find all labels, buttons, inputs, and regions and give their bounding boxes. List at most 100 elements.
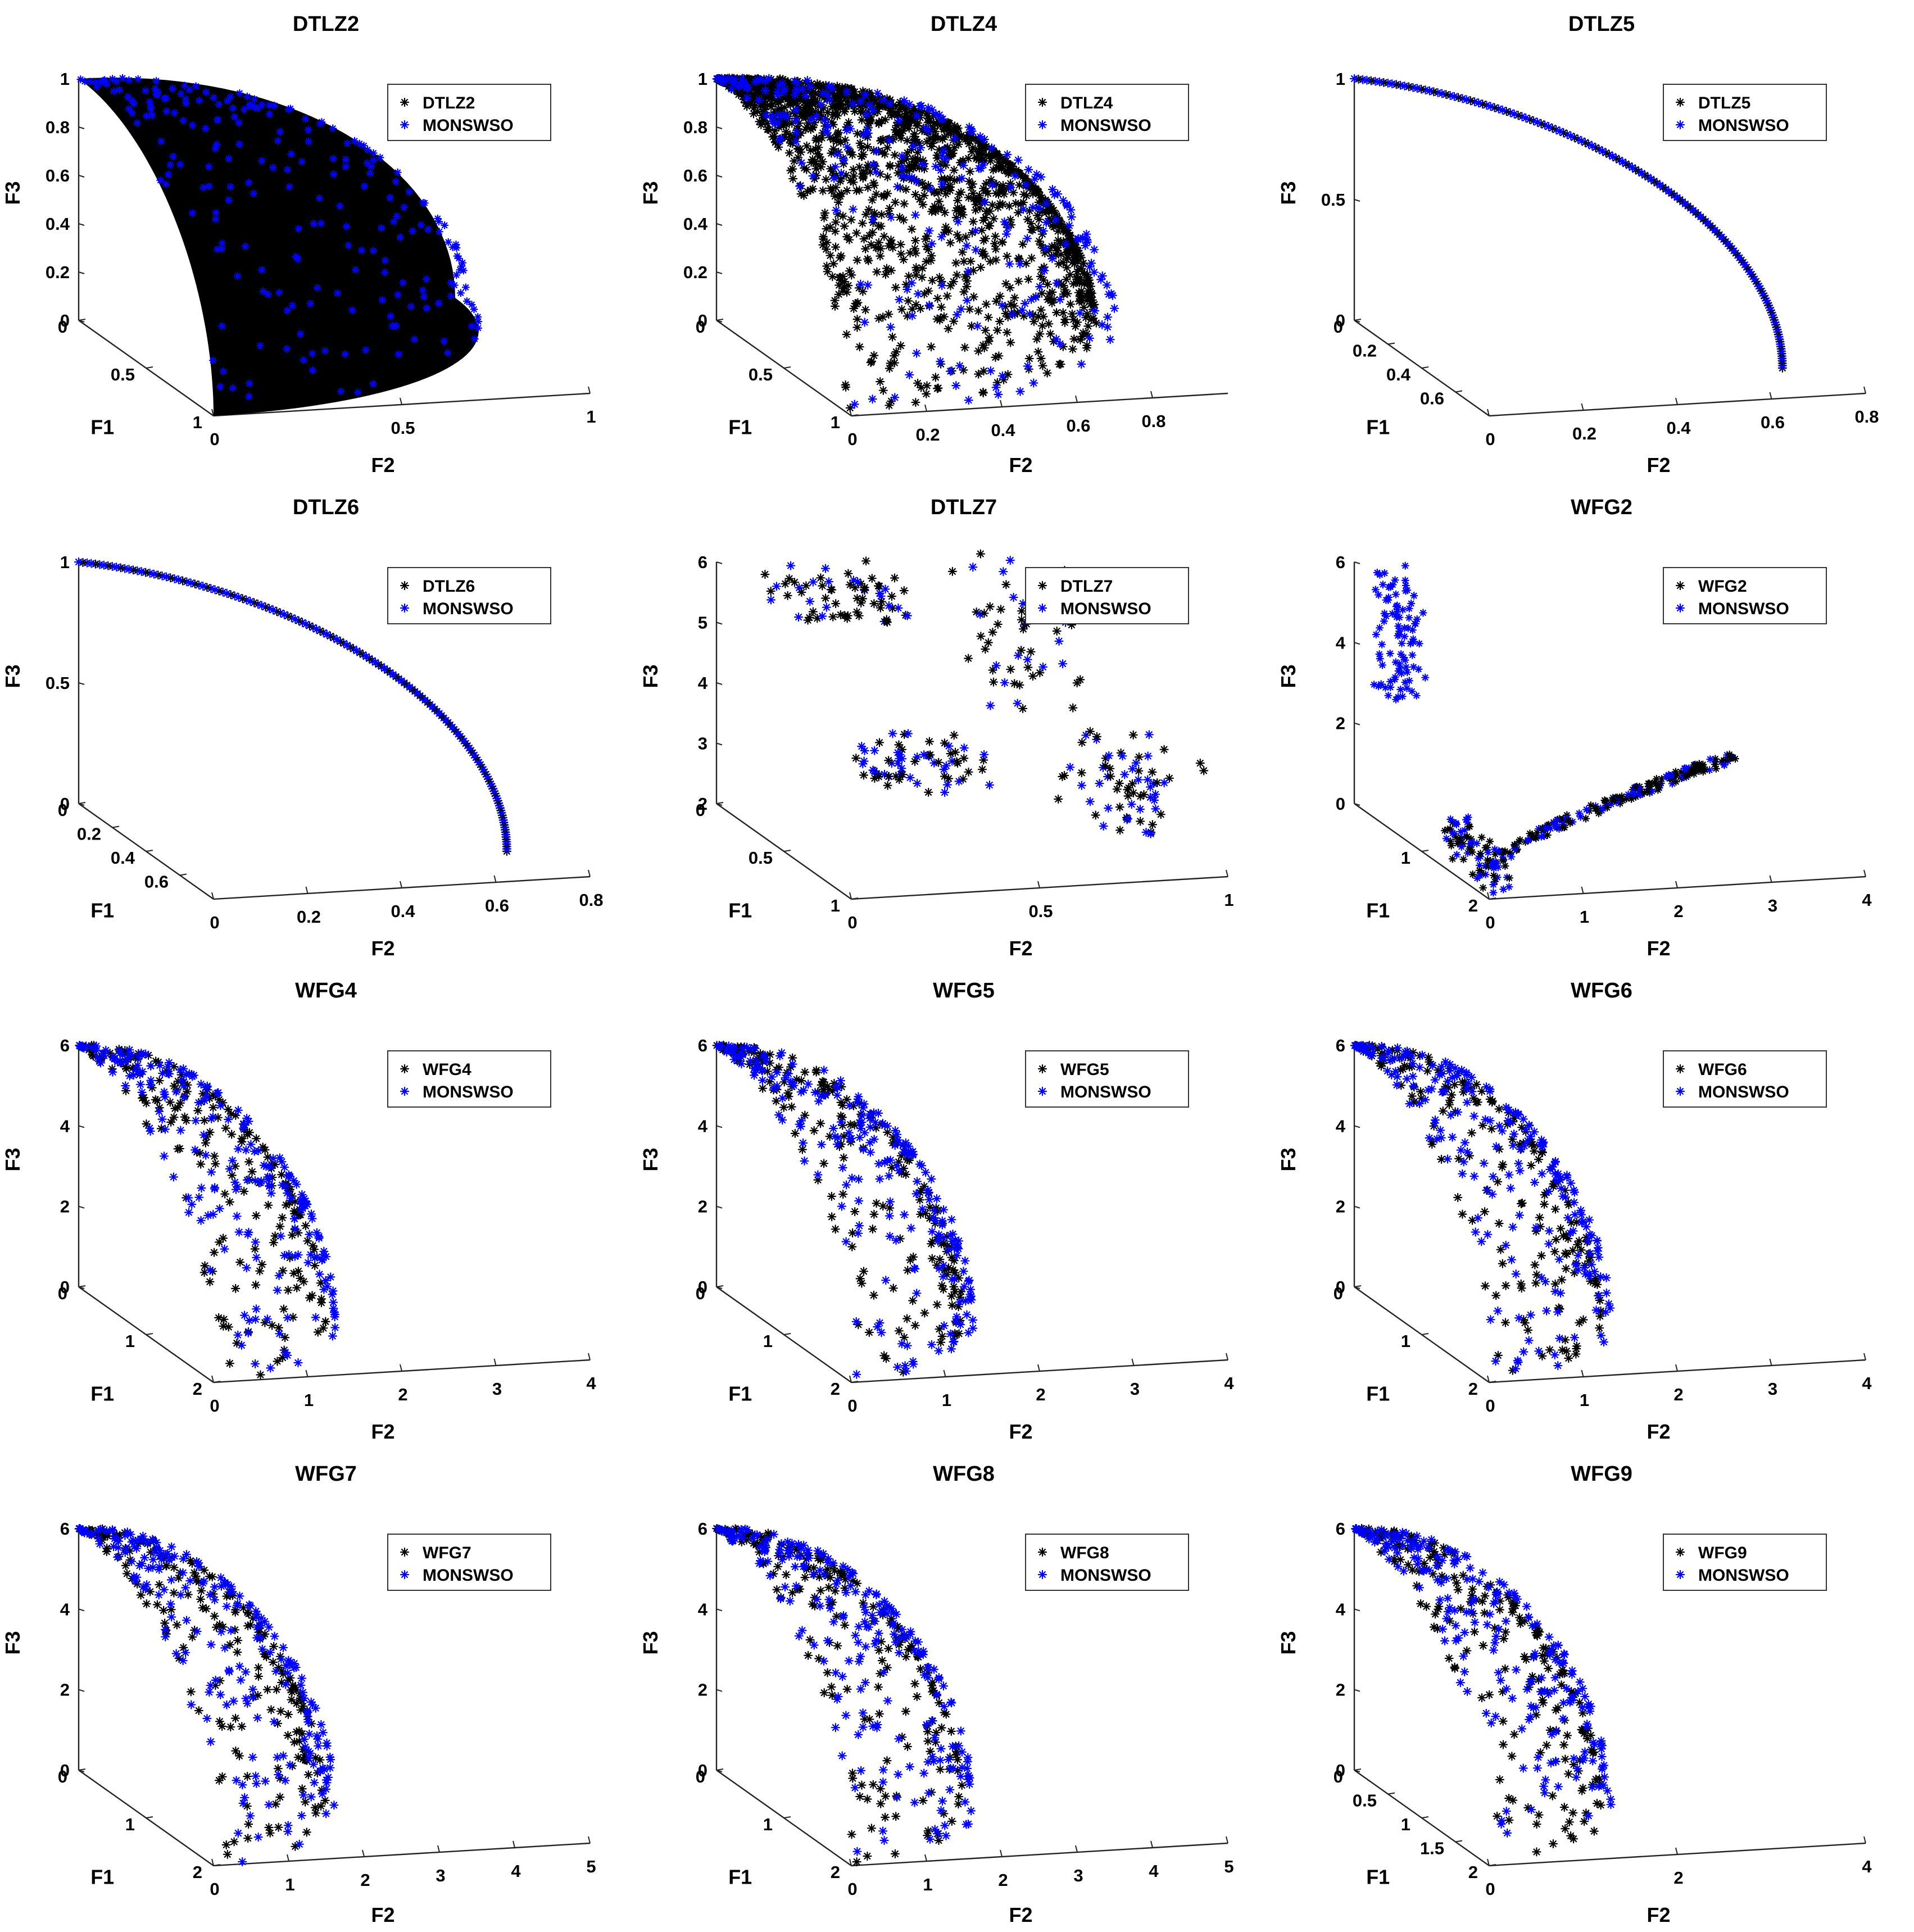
scatter-point xyxy=(1047,287,1057,297)
scatter-point xyxy=(230,112,239,121)
scatter-point xyxy=(871,167,881,177)
scatter-point xyxy=(873,88,882,98)
scatter-point xyxy=(956,304,966,314)
f2-tick-label: 4 xyxy=(586,1373,596,1393)
scatter-point xyxy=(886,1197,895,1207)
scatter-point xyxy=(842,1180,851,1190)
scatter-point xyxy=(235,140,243,148)
scatter-point xyxy=(321,1809,331,1818)
scatter-point xyxy=(897,305,906,314)
scatter-point xyxy=(210,1611,219,1621)
scatter-point xyxy=(1430,1118,1439,1128)
scatter-point xyxy=(208,1112,218,1122)
scatter-point xyxy=(400,1064,410,1074)
scatter-point xyxy=(899,255,908,264)
scatter-point xyxy=(861,305,870,315)
scatter-point xyxy=(927,139,937,148)
scatter-point xyxy=(270,101,279,110)
scatter-point xyxy=(813,1170,823,1180)
scatter-point xyxy=(799,1138,808,1148)
scatter-point xyxy=(237,1722,247,1731)
f1-tick-label: 0 xyxy=(58,1767,67,1786)
scatter-point xyxy=(988,627,997,637)
scatter-point xyxy=(1503,1116,1513,1126)
scatter-point xyxy=(273,1285,282,1295)
scatter-point xyxy=(293,1358,303,1368)
scatter-point xyxy=(834,280,844,290)
f2-tick xyxy=(1075,395,1078,403)
scatter-point xyxy=(961,232,970,242)
scatter-point xyxy=(1041,217,1051,227)
scatter-point xyxy=(974,369,983,379)
scatter-point xyxy=(400,1086,410,1096)
scatter-point xyxy=(125,76,133,84)
scatter-point xyxy=(138,1067,147,1077)
scatter-point xyxy=(922,389,931,399)
scatter-point xyxy=(187,1200,197,1209)
scatter-point xyxy=(1456,1145,1466,1155)
scatter-point xyxy=(805,613,814,622)
f3-axis-label: F3 xyxy=(1277,664,1300,688)
f2-tick-label: 0.5 xyxy=(391,418,415,438)
scatter-point xyxy=(947,1291,956,1301)
scatter-point xyxy=(409,227,417,235)
f1-tick-label: 1 xyxy=(831,896,840,915)
scatter-point xyxy=(907,173,917,182)
scatter-point xyxy=(1033,312,1043,321)
scatter-point xyxy=(908,1147,918,1157)
scatter-point xyxy=(462,297,471,306)
scatter-point xyxy=(240,105,248,114)
scatter-point xyxy=(141,87,149,95)
f2-tick-label: 0.5 xyxy=(1028,901,1053,921)
scatter-point xyxy=(1090,306,1100,316)
scatter-point xyxy=(962,241,972,251)
scatter-point xyxy=(1002,328,1012,337)
scatter-point xyxy=(1675,1086,1685,1096)
scatter-point xyxy=(955,1319,965,1330)
scatter-point xyxy=(219,1321,228,1331)
f1-tick-label: 2 xyxy=(193,1862,202,1882)
f1-tick xyxy=(146,366,153,369)
f3-tick-label: 0.5 xyxy=(1321,190,1345,210)
scatter-point xyxy=(1666,772,1674,780)
scatter-point xyxy=(162,107,171,115)
scatter-point xyxy=(393,291,402,299)
scatter-point xyxy=(1541,1277,1550,1286)
scatter-point xyxy=(1002,251,1012,261)
scatter-point xyxy=(870,1118,880,1127)
scatter-point xyxy=(872,189,881,199)
scatter-point xyxy=(775,1051,784,1060)
scatter-point xyxy=(447,292,456,300)
scatter-point xyxy=(912,111,922,120)
f2-tick-label: 1 xyxy=(1224,890,1233,910)
scatter-point xyxy=(264,290,272,298)
scatter-point xyxy=(824,95,834,105)
scatter-point xyxy=(304,1747,314,1756)
scatter-point xyxy=(1436,1133,1446,1142)
scatter-point xyxy=(1055,294,1065,305)
scatter-point xyxy=(333,289,342,297)
scatter-point xyxy=(363,146,372,154)
scatter-point xyxy=(1400,632,1409,641)
scatter-point xyxy=(1576,1205,1586,1215)
f2-tick-label: 0 xyxy=(210,429,219,449)
scatter-point xyxy=(329,155,338,163)
f1-axis-label: F1 xyxy=(1366,899,1390,922)
scatter-point xyxy=(1031,292,1041,302)
scatter-point xyxy=(87,1530,96,1539)
scatter-point xyxy=(173,1144,183,1154)
scatter-point xyxy=(191,1116,201,1126)
scatter-point xyxy=(1464,813,1472,822)
scatter-point xyxy=(232,1776,241,1785)
scatter-point xyxy=(1008,310,1017,319)
scatter-point xyxy=(988,677,999,687)
scatter-point xyxy=(226,1626,235,1635)
scatter-point xyxy=(932,1300,942,1309)
scatter-point xyxy=(302,1827,311,1837)
scatter-point xyxy=(797,1145,807,1154)
legend-label-algorithm: MONSWSO xyxy=(1060,1083,1151,1101)
scatter-point xyxy=(832,111,842,121)
scatter-point xyxy=(842,329,851,339)
scatter-point xyxy=(283,1313,292,1323)
scatter-point xyxy=(946,1329,955,1339)
